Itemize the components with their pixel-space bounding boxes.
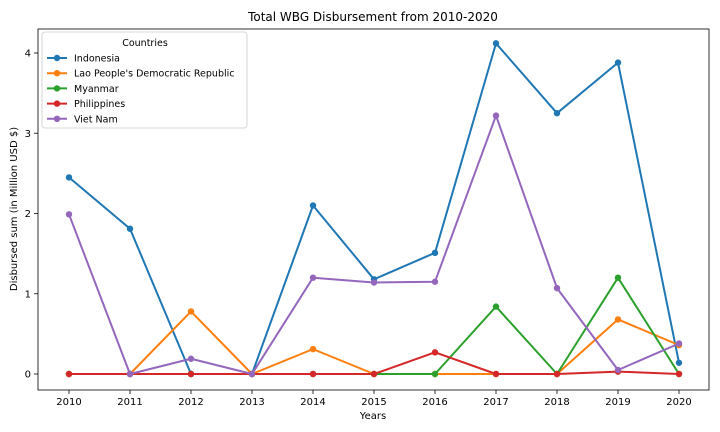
data-point	[492, 112, 500, 119]
legend-swatch-marker	[53, 70, 61, 77]
y-tick-label: 1	[25, 289, 31, 300]
x-tick-label: 2010	[56, 397, 81, 408]
data-point	[370, 370, 378, 378]
legend-swatch-marker	[53, 54, 61, 62]
x-axis-label: Years	[359, 411, 386, 422]
series-layer	[65, 40, 683, 378]
legend-item: Lao People's Democratic Republic	[47, 69, 234, 80]
data-point	[65, 211, 73, 218]
data-point	[614, 274, 622, 281]
y-axis-label: Disbursed sum (in Million USD $)	[9, 127, 20, 291]
data-point	[309, 202, 317, 209]
legend-label: Philippines	[74, 99, 125, 110]
data-point	[675, 340, 683, 347]
data-point	[431, 249, 439, 257]
series-4	[65, 112, 683, 378]
data-point	[553, 370, 561, 378]
x-tick-label: 2016	[422, 397, 447, 408]
y-tick-label: 2	[25, 209, 31, 220]
legend-label: Lao People's Democratic Republic	[74, 69, 234, 80]
data-point	[614, 59, 622, 66]
series-line	[69, 310, 680, 375]
data-point	[126, 225, 134, 232]
legend-item: Indonesia	[47, 54, 120, 65]
legend-swatch-marker	[53, 115, 61, 123]
x-axis: 2010 2011 2012 2013 2014 2015 2016 2017 2018 2019…	[56, 390, 692, 408]
data-point	[492, 370, 500, 378]
series-line	[69, 276, 680, 375]
data-point	[614, 366, 622, 374]
data-point	[126, 370, 134, 378]
data-point	[553, 284, 561, 292]
legend-swatch-marker	[53, 85, 61, 92]
legend-item: Viet Nam	[47, 114, 118, 125]
legend: Countries Indonesia Lao People's Democrat…	[41, 31, 248, 129]
x-tick-label: 2018	[544, 397, 569, 408]
data-point	[309, 274, 317, 281]
legend-item: Philippines	[47, 99, 125, 110]
legend-swatch-marker	[53, 100, 61, 107]
series-line	[69, 351, 680, 375]
y-tick-label: 0	[25, 370, 31, 381]
data-point	[248, 370, 256, 378]
y-axis: 0 1 2 3 4	[25, 49, 38, 381]
x-tick-label: 2014	[300, 397, 325, 408]
legend-box	[41, 31, 248, 129]
series-2	[65, 274, 683, 378]
y-tick-label: 4	[25, 49, 31, 60]
legend-label: Indonesia	[74, 54, 120, 65]
x-tick-label: 2015	[361, 397, 386, 408]
series-line	[68, 114, 680, 375]
legend-label: Myanmar	[74, 84, 119, 95]
x-tick-label: 2020	[666, 397, 691, 408]
chart-title: Total WBG Disbursement from 2010-2020	[247, 10, 498, 24]
data-point	[492, 303, 500, 310]
data-point	[675, 359, 683, 366]
data-point	[431, 370, 439, 378]
data-point	[431, 278, 439, 285]
data-point	[309, 370, 317, 378]
data-point	[65, 174, 73, 181]
y-tick-label: 3	[25, 129, 31, 140]
x-tick-label: 2017	[483, 397, 508, 408]
x-tick-label: 2019	[605, 397, 630, 408]
series-3	[65, 349, 683, 378]
x-tick-label: 2013	[239, 397, 264, 408]
data-point	[614, 316, 622, 323]
data-point	[187, 308, 195, 315]
data-point	[65, 370, 73, 378]
data-point	[370, 279, 378, 286]
data-point	[553, 109, 561, 117]
data-point	[187, 370, 195, 378]
data-point	[309, 345, 317, 353]
plot-frame	[37, 28, 710, 391]
legend-item: Myanmar	[47, 84, 119, 95]
legend-label: Viet Nam	[74, 114, 118, 125]
data-point	[492, 40, 500, 47]
legend-items: Indonesia Lao People's Democratic Republi…	[47, 54, 234, 125]
data-point	[431, 349, 439, 356]
data-point	[187, 355, 195, 362]
data-point	[675, 370, 683, 378]
legend-title: Countries	[122, 38, 168, 49]
x-tick-label: 2011	[117, 397, 142, 408]
x-tick-label: 2012	[178, 397, 203, 408]
